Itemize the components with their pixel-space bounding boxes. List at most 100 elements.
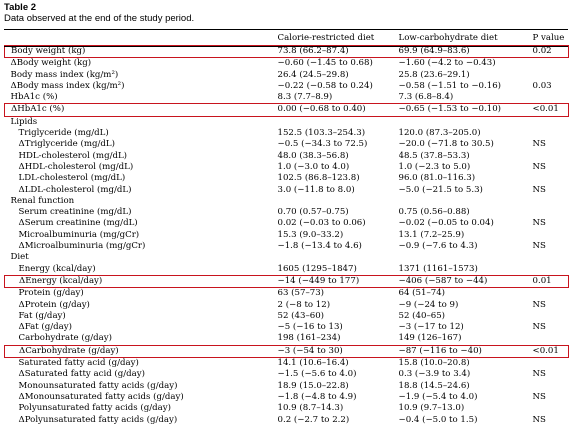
table-row: Fat (g/day) 52 (43–60) 52 (40–65) (5, 311, 569, 322)
low-carbohydrate-value: −20.0 (−71.8 to 30.5) (398, 139, 494, 150)
calorie-restricted-value: −14 (−449 to 177) (273, 274, 399, 289)
table-row: LDL-cholesterol (mg/dL) 102.5 (86.8–123.8… (5, 173, 569, 184)
table-row: Energy (kcal/day) 1605 (1295–1847) 1371 (1… (5, 264, 569, 276)
table-label: Table 2 (4, 2, 37, 13)
table-row: Saturated fatty acid (g/day) 14.1 (10.6–1… (5, 358, 569, 370)
low-carbohydrate-value: 1.0 (−2.3 to 5.0) (398, 161, 471, 172)
table-row: ΔMicroalbuminuria (mg/gCr) −1.8 (−13.4 to… (5, 241, 569, 252)
p-value (529, 288, 569, 300)
table-row: ΔFat (g/day) −5 (−16 to 13) −3 (−17 to 12)… (5, 322, 569, 333)
table-row: ΔLDL-cholesterol (mg/dL) 3.0 (−11.8 to 8.… (5, 185, 569, 196)
data-table: Calorie-restricted diet Low-carbohydrate… (4, 32, 569, 426)
row-label: ΔBody mass index (kg/m²) (10, 80, 125, 91)
calorie-restricted-value: 152.5 (103.3–254.3) (277, 128, 366, 139)
calorie-restricted-value (274, 196, 399, 207)
p-value (529, 128, 569, 139)
p-value (529, 92, 569, 104)
table-row-highlighted: ΔEnergy (kcal/day) −14 (−449 to 177) −406 … (4, 274, 569, 289)
row-label: LDL-cholesterol (mg/dL) (18, 173, 126, 184)
header-row: Calorie-restricted diet Low-carbohydrate… (5, 32, 569, 46)
low-carbohydrate-value: 15.8 (10.0–20.8) (398, 358, 470, 369)
row-label: HDL-cholesterol (mg/dL) (18, 150, 128, 161)
table-row: ΔMonounsaturated fatty acids (g/day) −1.8… (5, 392, 569, 403)
low-carbohydrate-value: 0.75 (0.56–0.88) (398, 207, 470, 218)
row-label: ΔSerum creatinine (mg/dL) (18, 218, 138, 229)
row-label: ΔMicroalbuminuria (mg/gCr) (18, 241, 146, 252)
low-carbohydrate-value: −0.02 (−0.05 to 0.04) (398, 218, 494, 229)
row-label: ΔCarbohydrate (g/day) (4, 344, 274, 359)
calorie-restricted-value: 0.70 (0.57–0.75) (277, 207, 349, 218)
row-label: Diet (10, 252, 29, 263)
table-row: Protein (g/day) 63 (57–73) 64 (51–74) (5, 288, 569, 300)
calorie-restricted-value: 0.02 (−0.03 to 0.06) (277, 218, 366, 229)
calorie-restricted-value: 0.2 (−2.7 to 2.2) (277, 414, 350, 425)
row-label: ΔSaturated fatty acid (g/day) (18, 369, 146, 380)
row-label: Serum creatinine (mg/dL) (18, 207, 132, 218)
low-carbohydrate-value: 96.0 (81.0–116.3) (398, 173, 476, 184)
row-label: ΔFat (g/day) (18, 322, 72, 333)
calorie-restricted-value: 18.9 (15.0–22.8) (277, 380, 349, 391)
low-carbohydrate-value: 120.0 (87.3–205.0) (398, 128, 481, 139)
low-carbohydrate-value: 18.8 (14.5–24.6) (398, 380, 470, 391)
low-carbohydrate-value: 52 (40–65) (398, 310, 446, 321)
table-row: ΔPolyunsaturated fatty acids (g/day) 0.2 … (5, 415, 569, 426)
table-row: Lipids (5, 116, 569, 128)
table-row: Serum creatinine (mg/dL) 0.70 (0.57–0.75)… (5, 207, 569, 218)
p-value: NS (532, 218, 546, 229)
table-row: ΔHDL-cholesterol (mg/dL) 1.0 (−3.0 to 4.0… (5, 162, 569, 173)
row-label: Lipids (10, 116, 38, 127)
row-label: Protein (g/day) (18, 288, 84, 299)
p-value: 0.02 (528, 44, 569, 59)
low-carbohydrate-value: −0.9 (−7.6 to 4.3) (398, 241, 478, 252)
header-cell-p-value: P value (532, 33, 565, 43)
row-label: ΔMonounsaturated fatty acids (g/day) (18, 391, 184, 402)
table-row: Diet (5, 252, 569, 263)
table-row: HbA1c (%) 8.3 (7.7–8.9) 7.3 (6.8–8.4) (5, 92, 569, 104)
calorie-restricted-value: −1.8 (−4.8 to 4.9) (277, 391, 357, 402)
calorie-restricted-value: 48.0 (38.3–56.8) (277, 150, 349, 161)
p-value: NS (532, 391, 546, 402)
row-label: Body mass index (kg/m²) (10, 69, 119, 80)
row-label: ΔLDL-cholesterol (mg/dL) (18, 184, 132, 195)
p-value (529, 173, 569, 184)
calorie-restricted-value: 198 (161–234) (277, 333, 341, 344)
p-value: <0.01 (528, 344, 569, 359)
p-value (529, 207, 569, 218)
calorie-restricted-value: 2 (−8 to 12) (277, 299, 331, 310)
calorie-restricted-value: −0.5 (−34.3 to 72.5) (277, 139, 368, 150)
table-row: Polyunsaturated fatty acids (g/day) 10.9 … (5, 403, 569, 414)
calorie-restricted-value (274, 116, 399, 128)
calorie-restricted-value: 10.9 (8.7–14.3) (277, 403, 344, 414)
table-row: ΔTriglyceride (mg/dL) −0.5 (−34.3 to 72.5… (5, 139, 569, 150)
calorie-restricted-value: −3 (−54 to 30) (273, 344, 399, 359)
row-label: ΔBody weight (kg) (10, 58, 92, 69)
table-row: Body mass index (kg/m²) 26.4 (24.5–29.8) 2… (5, 70, 569, 81)
document-page: Table 2 Data observed at the end of the … (4, 2, 569, 425)
low-carbohydrate-value: −1.9 (−5.4 to 4.0) (398, 391, 478, 402)
row-label: Body weight (kg) (4, 44, 274, 59)
header-cell-low-carbohydrate: Low-carbohydrate diet (398, 33, 498, 43)
row-label: Renal function (10, 195, 75, 206)
calorie-restricted-value: 1605 (1295–1847) (277, 263, 357, 274)
table-row-highlighted: Body weight (kg) 73.8 (66.2–87.4) 69.9 (64… (4, 44, 569, 59)
p-value (529, 116, 569, 128)
low-carbohydrate-value: −5.0 (−21.5 to 5.3) (398, 184, 483, 195)
p-value (529, 151, 569, 162)
low-carbohydrate-value: −3 (−17 to 12) (398, 322, 464, 333)
low-carbohydrate-value: 13.1 (7.2–25.9) (398, 229, 465, 240)
table-row: ΔBody weight (kg) −0.60 (−1.45 to 0.68) −1… (5, 58, 569, 70)
calorie-restricted-value: 52 (43–60) (277, 310, 325, 321)
calorie-restricted-value (274, 252, 399, 263)
calorie-restricted-value: 15.3 (9.0–33.2) (277, 229, 344, 240)
table-row: Triglyceride (mg/dL) 152.5 (103.3–254.3) 1… (5, 128, 569, 139)
p-value (529, 196, 569, 207)
table-row: Renal function (5, 196, 569, 207)
low-carbohydrate-value: −1.60 (−4.2 to −0.43) (398, 58, 496, 69)
p-value (529, 70, 569, 81)
p-value: NS (532, 161, 546, 172)
p-value (529, 264, 569, 276)
table-caption: Data observed at the end of the study pe… (4, 13, 195, 24)
calorie-restricted-value: 102.5 (86.8–123.8) (277, 173, 360, 184)
p-value: 0.01 (528, 274, 569, 289)
p-value (529, 381, 569, 392)
